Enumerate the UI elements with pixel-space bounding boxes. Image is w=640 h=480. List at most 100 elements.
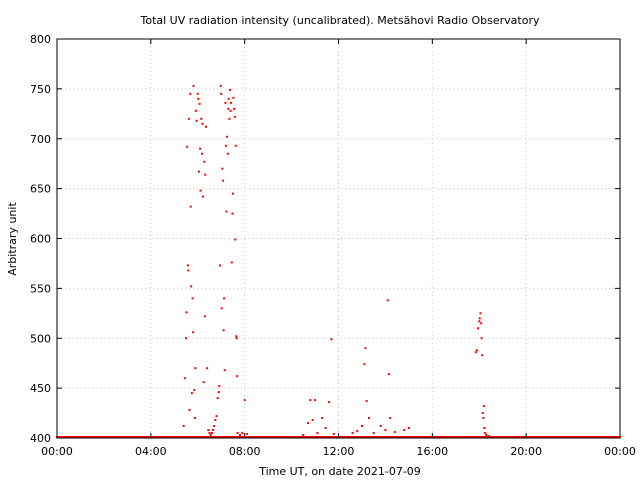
x-tick-label: 00:00 [41,445,73,458]
data-point [190,285,193,288]
data-point [356,430,359,433]
data-point [351,432,354,435]
data-point [484,432,487,435]
data-point [487,435,490,438]
data-point [229,88,232,91]
data-point [222,329,225,332]
data-point [474,351,477,354]
data-point [230,101,233,104]
data-point [482,417,485,420]
data-point [480,337,483,340]
data-point [201,122,204,125]
data-point [204,125,207,128]
data-point [192,331,195,334]
data-point [360,425,363,428]
data-point [328,401,331,404]
data-point [215,415,218,418]
x-tick-label: 00:00 [604,445,636,458]
data-point [364,347,367,350]
data-point [243,399,246,402]
data-point [190,392,193,395]
data-point [311,419,314,422]
data-point [224,144,227,147]
data-point [189,92,192,95]
data-point [324,427,327,430]
data-point [213,425,216,428]
data-point [379,425,382,428]
data-point [221,167,224,170]
data-point [232,96,235,99]
data-point [200,117,203,120]
data-point [183,377,186,380]
data-point [384,429,387,432]
y-tick-label: 400 [30,432,51,445]
data-point [481,354,484,357]
data-point [238,434,241,437]
y-tick-label: 600 [30,233,51,246]
data-point [235,335,238,338]
y-axis-label: Arbitrary unit [6,202,19,276]
data-point [199,189,202,192]
data-point [200,152,203,155]
data-point [229,109,232,112]
data-point [475,349,478,352]
data-point [208,432,211,435]
data-point [389,417,392,420]
data-point [314,399,317,402]
chart-title: Total UV radiation intensity (uncalibrat… [140,14,540,27]
data-point [241,432,244,435]
data-point [233,107,236,110]
data-point [219,84,222,87]
data-point [485,434,488,437]
data-points [56,84,621,439]
y-tick-label: 700 [30,133,51,146]
data-point [197,97,200,100]
data-point [321,417,324,420]
data-point [214,419,217,422]
data-point [220,307,223,310]
data-point [192,84,195,87]
data-point [201,195,204,198]
grid [57,39,620,438]
data-point [202,381,205,384]
data-point [226,135,229,138]
data-point [223,369,226,372]
data-point [222,179,225,182]
data-point [233,115,236,118]
data-point [365,400,368,403]
data-point [372,432,375,435]
data-point [231,192,234,195]
data-point [195,119,198,122]
data-point [307,422,310,425]
data-point [234,238,237,241]
data-point [225,210,228,213]
data-point [185,311,188,314]
data-point [226,152,229,155]
data-point [219,264,222,267]
data-point [193,417,196,420]
y-tick-label: 450 [30,382,51,395]
data-point [206,367,209,370]
data-point [187,269,190,272]
data-point [193,389,196,392]
data-point [191,297,194,300]
data-point [194,367,197,370]
y-tick-label: 750 [30,83,51,96]
data-point [477,327,480,330]
data-point [209,434,212,437]
data-point [235,337,238,340]
data-point [480,322,483,325]
data-point [217,391,220,394]
data-point [199,147,202,150]
data-point [220,92,223,95]
data-point [387,373,390,376]
data-point [482,405,485,408]
data-point [227,97,230,100]
data-point [186,145,189,148]
data-point [203,160,206,163]
data-point [224,101,227,104]
data-point [188,409,191,412]
x-tick-label: 16:00 [416,445,448,458]
